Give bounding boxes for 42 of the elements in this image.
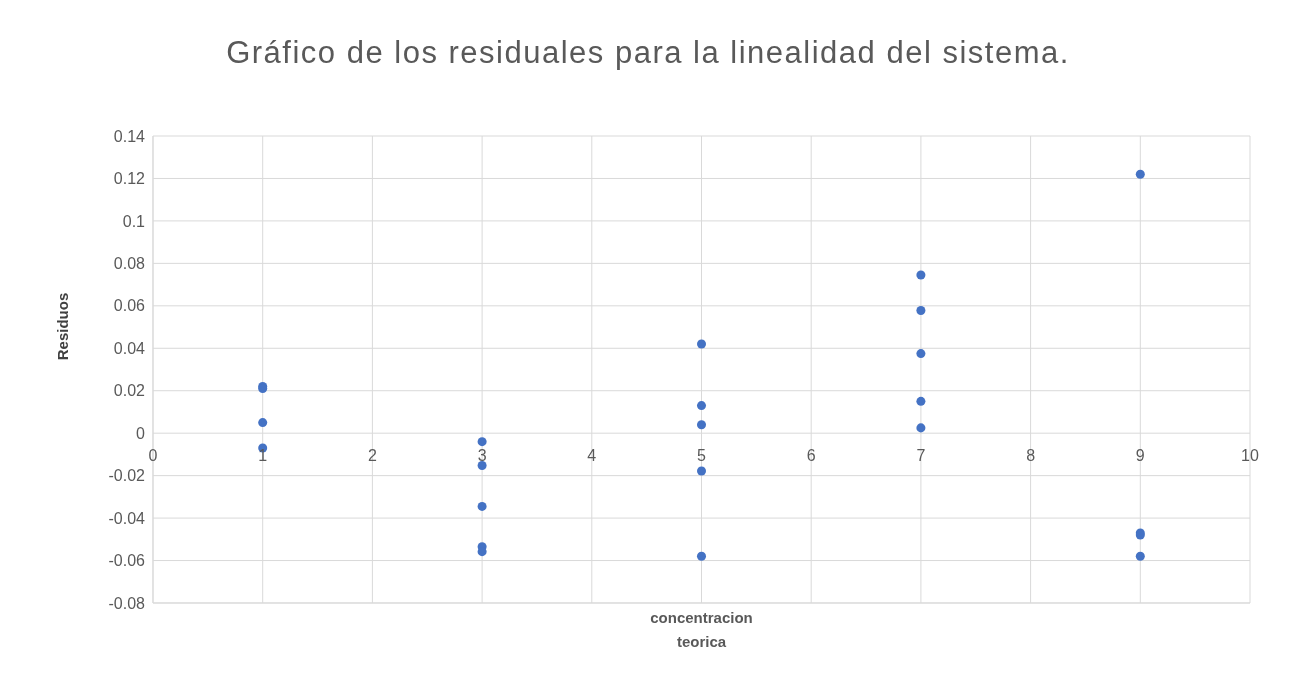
y-tick-label: -0.06: [108, 552, 146, 570]
y-tick-label: 0.14: [113, 127, 146, 145]
point: [916, 423, 926, 433]
point: [696, 551, 707, 561]
y-tick-label: -0.08: [108, 594, 146, 612]
point: [258, 418, 268, 428]
point: [1135, 551, 1145, 561]
x-tick-label: 2: [367, 447, 377, 465]
point: [696, 401, 707, 411]
x-tick-label: 6: [806, 447, 816, 465]
x-tick-label: 3: [477, 447, 487, 465]
x-tick-label: 5: [697, 447, 707, 465]
x-tick-label: 9: [1135, 447, 1145, 465]
y-tick-label: 0.02: [113, 382, 146, 400]
point: [696, 339, 707, 349]
y-tick-label: 0.06: [113, 297, 146, 315]
point: [696, 420, 707, 430]
point: [696, 466, 707, 476]
y-axis-title: Residuos: [54, 292, 71, 361]
x-axis-title: concentracion teorica: [650, 609, 753, 650]
point: [477, 501, 487, 511]
x-tick-label: 4: [587, 447, 597, 465]
y-tick-label: -0.02: [108, 467, 146, 485]
x-tick-label: 1: [258, 447, 268, 465]
point: [477, 437, 487, 447]
x-tick-label: 8: [1026, 447, 1036, 465]
x-tick-label: 10: [1241, 447, 1259, 465]
y-tick-label: 0.04: [113, 339, 146, 357]
point: [916, 305, 926, 315]
point: [1135, 169, 1145, 179]
x-tick-label: 0: [148, 447, 158, 465]
x-tick-label: 7: [916, 447, 926, 465]
y-tick-label: -0.04: [108, 509, 146, 527]
y-tick-label: 0: [136, 424, 146, 442]
point: [916, 349, 926, 359]
y-tick-label: 0.08: [113, 255, 146, 273]
point: [916, 270, 926, 280]
point: [916, 396, 926, 406]
chart-title: Gráfico de los residuales para la linealidad del sistema.: [225, 34, 1071, 72]
point: [477, 460, 487, 470]
y-tick-label: 0.1: [122, 212, 146, 230]
y-tick-label: 0.12: [113, 170, 146, 188]
